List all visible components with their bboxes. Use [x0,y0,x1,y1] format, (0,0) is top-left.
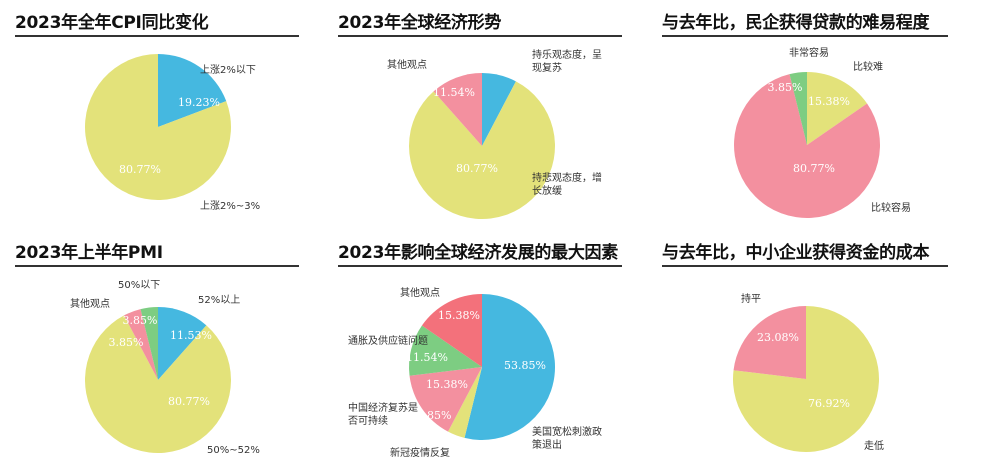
chart-title: 2023年全年CPI同比变化 [15,13,209,33]
slice-category-label: 比较难 [853,60,883,73]
slice-percent-label: 11.53% [170,329,212,342]
pie-chart-global-economy: 7.69% 持乐观态度，呈现复苏 80.77% 持悲观态度，增长放缓 11.54% 其他观… [387,48,602,220]
chart-panel-pmi: 2023年上半年PMI 11.53% 52%以上 80.77% 50%~52% 3.85… [15,238,299,464]
slice-percent-label: 23.08% [757,331,799,344]
pie-slice [408,325,482,376]
slice-percent-label: 19.23% [178,96,220,109]
pie-slice [482,73,516,146]
slice-percent-label: 80.77% [119,163,161,176]
slice-percent-label: 3.85% [123,314,158,327]
chart-title: 2023年全球经济形势 [338,13,502,33]
slice-category-label: 持平 [741,292,761,305]
pie-slice [733,306,806,379]
slice-category-label: 其他观点 [387,58,427,71]
slice-percent-label: 7.69% [489,48,524,61]
chart-panel-global-economy: 2023年全球经济形势 7.69% 持乐观态度，呈现复苏 80.77% 持悲观态度，增… [338,8,622,230]
chart-panel-sme-funding: 与去年比，中小企业获得资金的成本 76.92% 走低 23.08% 持平 [662,238,948,464]
pie-slice [409,367,482,432]
slice-category-label: 走低 [864,439,884,452]
pie-chart-pmi: 11.53% 52%以上 80.77% 50%~52% 3.85% 其他观点 3.85% 50… [70,280,260,456]
pie-slice [421,294,482,367]
pie-slice [807,72,868,145]
title-underline [338,35,622,37]
title-underline [15,35,299,37]
pie-slice [158,54,227,127]
slice-category-label: 美国宽松刺激政策退出 [532,425,602,451]
chart-title: 与去年比，中小企业获得资金的成本 [662,243,930,263]
slice-category-label: 新冠疫情反复 [390,446,450,459]
slice-category-label: 50%以下 [118,280,160,291]
chart-title: 2023年影响全球经济发展的最大因素 [338,243,618,263]
pie-slice [158,307,207,380]
slice-percent-label: 11.54% [406,351,448,364]
slice-percent-label: 15.38% [438,309,480,322]
pie-slice [124,309,158,380]
chart-panel-factors: 2023年影响全球经济发展的最大因素 53.85% 美国宽松刺激政策退出 3.85%… [338,238,622,464]
slice-percent-label: 80.77% [456,162,498,175]
chart-title: 2023年上半年PMI [15,243,163,263]
title-underline [338,265,622,267]
slice-percent-label: 80.77% [168,395,210,408]
slice-percent-label: 80.77% [793,162,835,175]
slice-category-label: 持悲观态度，增长放缓 [532,171,602,197]
pie-chart-private-loans: 15.38% 比较难 80.77% 比较容易 3.85% 非常容易 [734,46,911,219]
pie-slice [734,74,881,219]
chart-panel-cpi: 2023年全年CPI同比变化 19.23% 上涨2%以下 80.77% 上涨2%~3% [15,8,299,230]
slice-percent-label: 53.85% [504,359,546,372]
slice-category-label: 非常容易 [789,46,829,59]
slice-category-label: 比较容易 [871,201,911,214]
slice-percent-label: 3.85% [109,336,144,349]
slice-category-label: 上涨2%以下 [200,64,256,76]
slice-category-label: 其他观点 [70,297,110,310]
pie-slice [464,294,556,440]
title-underline [662,35,948,37]
slice-percent-label: 76.92% [808,397,850,410]
pie-slice [85,315,232,453]
chart-panel-private-loans: 与去年比，民企获得贷款的难易程度 15.38% 比较难 80.77% 比较容易 3.85… [662,8,948,230]
pie-chart-factors: 53.85% 美国宽松刺激政策退出 3.85% 新冠疫情反复 15.38% 中国经济复苏是… [348,286,602,459]
slice-category-label: 50%~52% [207,445,260,456]
pie-chart-sme-funding: 76.92% 走低 23.08% 持平 [732,292,884,452]
slice-category-label: 52%以上 [198,294,240,306]
pie-slice [140,307,158,380]
pie-slice [84,53,231,200]
slice-percent-label: 3.85% [768,81,803,94]
pie-slice [448,367,482,438]
title-underline [662,265,948,267]
slice-percent-label: 3.85% [417,409,452,422]
slice-category-label: 其他观点 [400,286,440,299]
title-underline [15,265,299,267]
chart-title: 与去年比，民企获得贷款的难易程度 [662,13,930,33]
pie-slice [732,306,879,452]
slice-percent-label: 11.54% [433,86,475,99]
pie-slice [789,72,807,145]
slice-category-label: 持乐观态度，呈现复苏 [532,48,602,74]
pie-chart-cpi: 19.23% 上涨2%以下 80.77% 上涨2%~3% [84,53,260,212]
slice-category-label: 通胀及供应链问题 [348,334,428,347]
slice-percent-label: 15.38% [426,378,468,391]
slice-category-label: 中国经济复苏是否可持续 [348,401,418,427]
pie-slice [433,73,482,146]
slice-category-label: 上涨2%~3% [200,200,260,212]
slice-percent-label: 15.38% [808,95,850,108]
pie-slice [408,81,555,220]
